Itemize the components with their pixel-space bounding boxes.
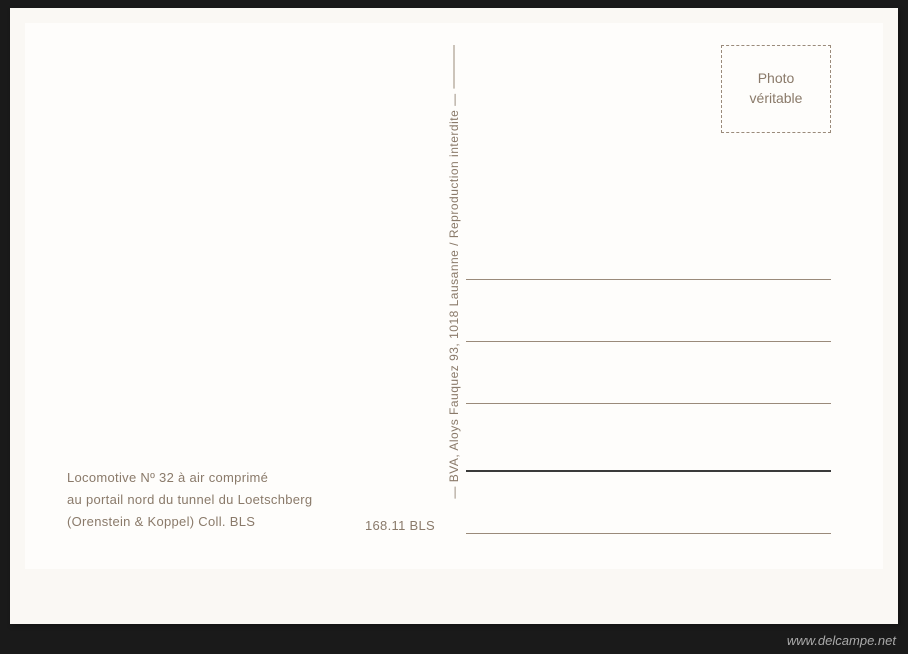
caption-line1: Locomotive Nº 32 à air comprimé <box>67 467 312 489</box>
address-line <box>466 218 831 280</box>
caption-line3: (Orenstein & Koppel) Coll. BLS <box>67 511 312 533</box>
stamp-text-line2: véritable <box>750 89 803 109</box>
postcard-scan-frame: — BVA, Aloys Fauquez 93, 1018 Lausanne /… <box>10 8 898 624</box>
watermark: www.delcampe.net <box>787 633 896 648</box>
caption-line2: au portail nord du tunnel du Loetschberg <box>67 489 312 511</box>
reference-number: 168.11 BLS <box>365 518 435 533</box>
stamp-placeholder: Photo véritable <box>721 45 831 133</box>
stamp-text-line1: Photo <box>758 69 795 89</box>
postcard-back: — BVA, Aloys Fauquez 93, 1018 Lausanne /… <box>25 23 883 569</box>
address-line <box>466 404 831 472</box>
publisher-credit: — BVA, Aloys Fauquez 93, 1018 Lausanne /… <box>447 88 461 503</box>
caption-text: Locomotive Nº 32 à air comprimé au porta… <box>67 467 312 533</box>
address-line <box>466 280 831 342</box>
address-area <box>466 218 831 472</box>
address-line <box>466 342 831 404</box>
